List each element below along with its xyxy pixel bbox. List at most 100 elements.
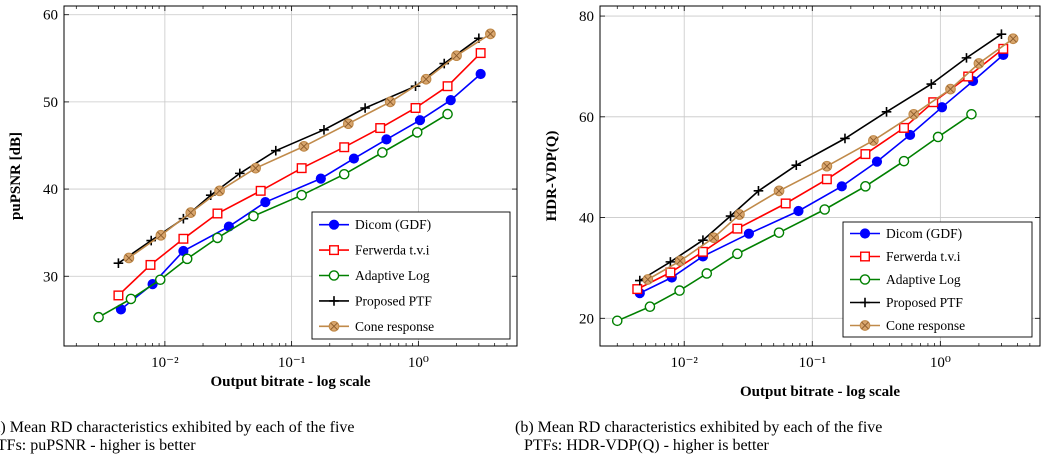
- data-point: [348, 153, 360, 164]
- data-point: [475, 48, 486, 59]
- data-point: [125, 293, 137, 305]
- data-point: [296, 163, 307, 174]
- chart-b-hdr-vdp: 20 40 60 80 10⁻² 10⁻¹ 10⁰ Output bitrate - log …: [544, 5, 1041, 400]
- legend-entry-proposed-ptf: Proposed PTF: [850, 295, 963, 310]
- legend-swatch-marker: [860, 297, 870, 308]
- data-point: [270, 145, 281, 156]
- caption-b-line1: (b) Mean RD characteristics exhibited by…: [515, 419, 883, 436]
- data-point: [698, 235, 708, 246]
- data-point: [420, 73, 432, 85]
- data-point: [860, 181, 871, 192]
- data-point: [734, 209, 745, 220]
- data-point: [868, 135, 879, 146]
- y-tick-label: 80: [579, 9, 594, 25]
- legend-label: Proposed PTF: [886, 295, 963, 310]
- data-point: [632, 284, 643, 295]
- data-point: [451, 50, 462, 62]
- data-point: [212, 232, 223, 244]
- data-point: [908, 108, 920, 120]
- y-axis-label: puPSNR [dB]: [8, 132, 24, 220]
- x-tick-label: 10⁻²: [671, 355, 699, 371]
- legend-entry-adaptive-log: Adaptive Log: [850, 272, 961, 287]
- data-point: [674, 255, 686, 267]
- x-tick-label: 10⁰: [408, 355, 429, 371]
- legend-entry-ferwerda-t-v-i: Ferwerda t.v.i: [319, 243, 430, 258]
- legend-entry-adaptive-log: Adaptive Log: [319, 268, 430, 283]
- data-point: [260, 197, 271, 208]
- x-axis-label: Output bitrate - log scale: [211, 374, 371, 390]
- legend-label: Dicom (GDF): [355, 217, 431, 232]
- data-point: [384, 96, 396, 108]
- legend-swatch-marker: [859, 228, 871, 239]
- data-point: [945, 83, 956, 95]
- data-point: [178, 233, 189, 244]
- legend-swatch-marker: [329, 245, 340, 256]
- legend-label: Ferwerda t.v.i: [355, 243, 430, 258]
- y-tick-label: 40: [43, 182, 58, 198]
- data-point: [185, 207, 197, 218]
- series-adaptive-log: [611, 108, 977, 327]
- legend-swatch-marker: [328, 320, 340, 332]
- legend: Dicom (GDF) Ferwerda t.v.i Adaptive Log Pro…: [311, 211, 511, 340]
- data-point: [319, 124, 329, 135]
- y-tick-label: 20: [579, 311, 594, 327]
- data-point: [821, 160, 833, 172]
- legend-swatch-marker: [329, 296, 339, 306]
- data-point: [973, 58, 985, 69]
- data-point: [381, 134, 392, 145]
- data-point: [793, 205, 804, 217]
- x-tick-label: 10⁻¹: [278, 355, 305, 371]
- axes-frame: [63, 5, 518, 347]
- data-point: [255, 185, 266, 196]
- data-point: [145, 259, 156, 270]
- y-tick-label: 60: [579, 110, 594, 126]
- data-point: [644, 301, 656, 313]
- data-point: [642, 274, 654, 285]
- data-point: [821, 174, 832, 185]
- data-point: [697, 246, 708, 257]
- plot-area: [611, 29, 1019, 327]
- legend-entry-ferwerda-t-v-i: Ferwerda t.v.i: [850, 249, 961, 264]
- data-point: [250, 162, 261, 174]
- data-point: [485, 28, 496, 40]
- data-point: [928, 97, 939, 108]
- legend-label: Cone response: [886, 318, 965, 333]
- legend-swatch-marker: [859, 274, 871, 285]
- series-cone-response: [123, 28, 496, 264]
- chart-a-puPSNR: 30 40 50 60 10⁻² 10⁻¹ 10⁰ Output bitrate - log …: [8, 5, 518, 390]
- data-point: [780, 198, 791, 209]
- data-point: [611, 315, 623, 327]
- data-point: [377, 147, 388, 158]
- data-point: [123, 252, 135, 264]
- legend-label: Dicom (GDF): [886, 226, 962, 241]
- series-dicom-gdf: [115, 68, 486, 315]
- data-point: [442, 81, 453, 92]
- caption-a-line1: (a) Mean RD characteristics exhibited by…: [0, 419, 355, 436]
- y-axis-label: HDR-VDP(Q): [544, 131, 560, 222]
- legend-swatch-marker: [859, 320, 871, 331]
- data-point: [732, 248, 743, 260]
- data-point: [338, 168, 350, 180]
- y-tick-label: 60: [43, 8, 58, 24]
- data-point: [154, 274, 166, 286]
- y-tick-label: 30: [43, 269, 58, 285]
- series-adaptive-log: [93, 108, 453, 323]
- major-ticks: [600, 6, 1040, 346]
- legend-entry-cone-response: Cone response: [850, 318, 965, 333]
- data-point: [753, 186, 764, 196]
- y-tick-label: 40: [579, 211, 594, 227]
- legend-entry-dicom-gdf: Dicom (GDF): [850, 226, 962, 241]
- series-proposed-ptf: [635, 29, 1007, 286]
- data-point: [113, 290, 124, 301]
- data-point: [339, 142, 350, 153]
- legend-label: Proposed PTF: [355, 293, 432, 308]
- legend-entry-dicom-gdf: Dicom (GDF): [319, 217, 431, 232]
- legend-label: Adaptive Log: [355, 268, 430, 283]
- data-point: [1007, 33, 1019, 45]
- data-point: [725, 211, 736, 221]
- data-point: [298, 141, 310, 152]
- legend-swatch-marker: [328, 270, 340, 281]
- data-point: [840, 133, 850, 144]
- x-tick-label: 10⁰: [930, 355, 951, 371]
- data-point: [93, 311, 104, 323]
